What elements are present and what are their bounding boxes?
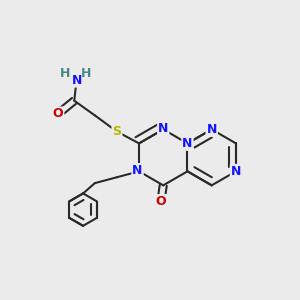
Text: N: N	[182, 137, 193, 150]
Text: N: N	[206, 123, 217, 136]
Text: O: O	[156, 195, 166, 208]
Text: N: N	[132, 164, 143, 177]
Text: H: H	[81, 67, 91, 80]
Text: H: H	[60, 67, 70, 80]
Text: N: N	[158, 122, 168, 135]
Text: N: N	[71, 74, 82, 87]
Text: O: O	[53, 107, 63, 120]
Text: S: S	[112, 125, 122, 138]
Text: N: N	[231, 165, 241, 178]
